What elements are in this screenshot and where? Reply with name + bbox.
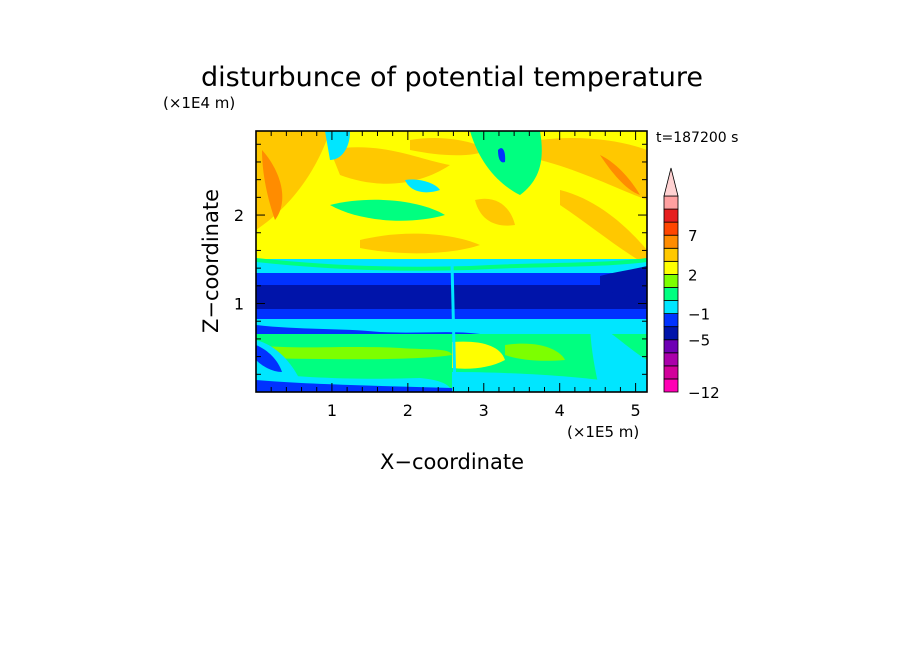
y-axis-label: Z−coordinate (199, 189, 223, 333)
plot-frame (255, 130, 648, 393)
x-tick-label: 5 (631, 401, 641, 420)
colorbar-segment (663, 339, 679, 354)
colorbar-segment (663, 208, 679, 223)
chart-title: disturbunce of potential temperature (201, 62, 703, 93)
colorbar-segment (663, 247, 679, 262)
colorbar-label: 2 (688, 266, 698, 284)
y-unit-label: (×1E4 m) (163, 94, 235, 112)
colorbar-label: −5 (688, 332, 710, 350)
colorbar-segment (663, 221, 679, 236)
colorbar-segment (663, 378, 679, 393)
y-tick-label: 2 (234, 206, 244, 225)
x-unit-label: (×1E5 m) (567, 423, 639, 441)
y-axis: 12 (234, 143, 647, 375)
x-tick-label: 4 (555, 401, 565, 420)
colorbar-segment (663, 287, 679, 301)
colorbar-label: −1 (688, 306, 710, 324)
colorbar-segment (663, 273, 679, 288)
y-tick-label: 1 (234, 295, 244, 314)
contour-field (256, 131, 647, 392)
colorbar-segment (663, 195, 679, 210)
colorbar-segment (663, 300, 679, 314)
colorbar-segment (663, 260, 679, 275)
colorbar-segment (663, 313, 679, 328)
colorbar-label: 7 (688, 227, 698, 245)
colorbar-label: −12 (688, 384, 720, 402)
x-axis-label: X−coordinate (380, 450, 524, 474)
x-tick-label: 2 (403, 401, 413, 420)
colorbar-segment (663, 352, 679, 367)
x-axis: 1 2 3 4 5 (270, 131, 641, 420)
x-tick-label: 1 (327, 401, 337, 420)
colorbar-segment (663, 234, 679, 249)
colorbar-segment (663, 365, 679, 380)
colorbar-segment (663, 326, 679, 341)
colorbar-arrow (663, 167, 679, 197)
x-tick-label: 3 (479, 401, 489, 420)
time-label: t=187200 s (656, 130, 738, 146)
colorbar: −12−5−127 (663, 167, 720, 402)
